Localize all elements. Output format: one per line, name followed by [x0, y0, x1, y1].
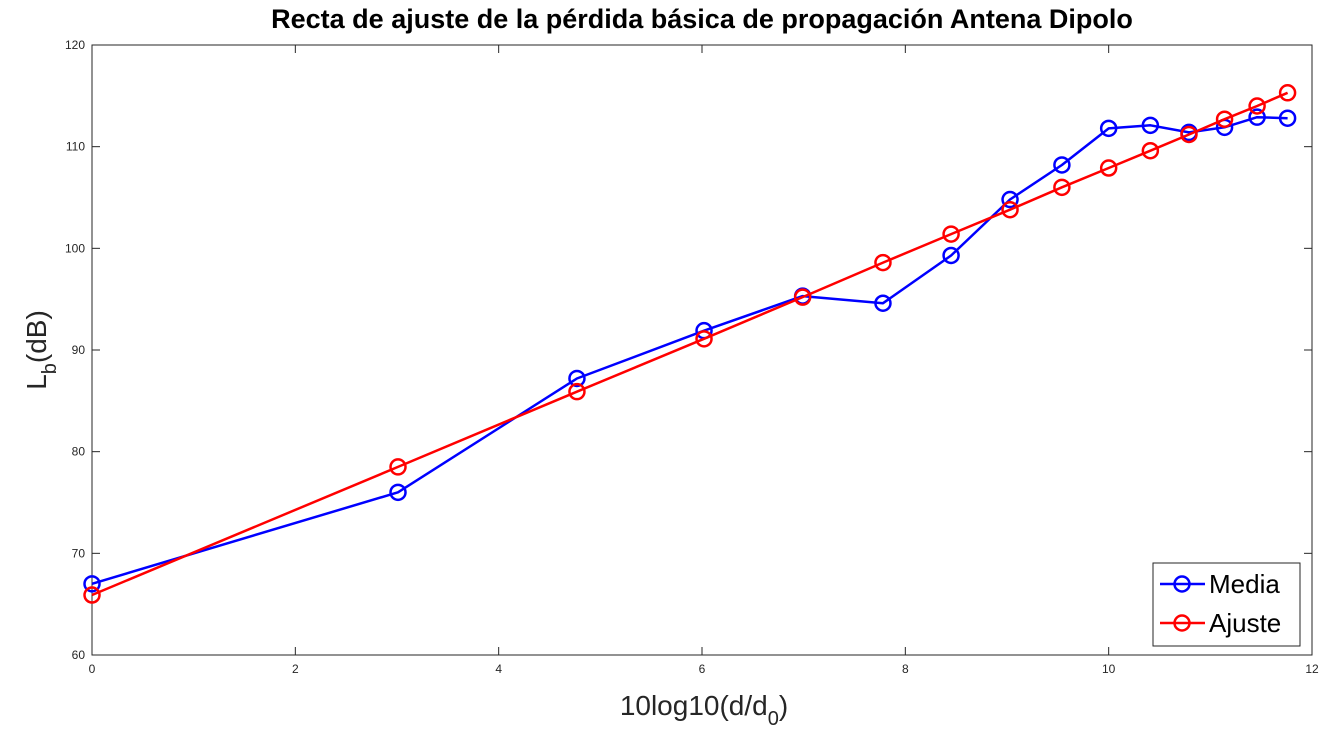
- y-axis-label: Lb(dB): [21, 310, 61, 390]
- x-tick-label: 2: [292, 662, 299, 676]
- data-point-ajuste: [874, 253, 892, 272]
- data-point-ajuste: [793, 288, 812, 306]
- x-tick-label: 8: [902, 662, 909, 676]
- y-tick-label: 60: [72, 648, 86, 662]
- data-point-ajuste: [1215, 110, 1234, 128]
- y-axis-label-end: (dB): [21, 310, 52, 363]
- data-point-media: [1053, 156, 1071, 174]
- plot-area: [91, 44, 1313, 656]
- data-point-media: [1099, 119, 1118, 138]
- chart-title: Recta de ajuste de la pérdida básica de …: [271, 4, 1133, 34]
- data-point-media: [1248, 108, 1266, 126]
- data-point-ajuste: [1099, 159, 1118, 177]
- data-point-media: [1141, 116, 1160, 135]
- series-layer: [83, 84, 1297, 604]
- data-point-ajuste: [1053, 178, 1071, 197]
- x-tick-label: 0: [89, 662, 96, 676]
- data-point-media: [1001, 190, 1019, 209]
- x-tick-label: 4: [495, 662, 502, 676]
- x-axis-label-subscript: 0: [768, 708, 779, 729]
- data-point-media: [942, 246, 960, 265]
- data-point-ajuste: [1141, 141, 1160, 160]
- data-point-ajuste: [389, 458, 407, 476]
- y-axis-ticks: 60 70 80 90 100 110 120: [65, 38, 1312, 662]
- legend-marker-ajuste: [1173, 614, 1191, 632]
- y-tick-label: 90: [72, 343, 86, 357]
- x-tick-label: 12: [1305, 662, 1319, 676]
- x-axis-label-main: 10log10(d/d: [620, 690, 768, 721]
- legend-marker-media: [1173, 575, 1191, 593]
- data-point-ajuste: [1001, 200, 1019, 219]
- legend-label-media: Media: [1209, 569, 1280, 599]
- data-point-ajuste: [1248, 97, 1266, 115]
- data-point-media: [1278, 109, 1297, 127]
- x-axis-ticks: 0 2 4 6 8 10 12: [89, 45, 1319, 676]
- y-axis-label-subscript: b: [39, 363, 61, 374]
- data-point-media: [83, 575, 101, 593]
- data-point-media: [874, 294, 892, 312]
- series-line-media: [91, 115, 1288, 585]
- y-tick-label: 110: [66, 140, 85, 154]
- data-point-ajuste: [942, 225, 960, 243]
- x-axis-label: 10log10(d/d0): [620, 690, 788, 729]
- y-tick-label: 70: [72, 546, 86, 560]
- series-line-ajuste: [91, 91, 1289, 597]
- x-tick-label: 10: [1102, 662, 1116, 676]
- legend: Media Ajuste: [1152, 562, 1301, 647]
- data-point-ajuste: [568, 382, 586, 401]
- data-point-ajuste: [83, 586, 101, 604]
- y-tick-label: 120: [65, 38, 85, 52]
- y-tick-label: 80: [72, 445, 86, 459]
- data-point-ajuste: [1278, 84, 1297, 102]
- y-axis-label-main: L: [21, 374, 52, 390]
- x-tick-label: 6: [699, 662, 706, 676]
- data-point-media: [568, 369, 586, 388]
- y-tick-label: 100: [65, 241, 85, 255]
- data-point-ajuste: [695, 330, 713, 348]
- x-axis-label-end: ): [779, 690, 788, 721]
- data-point-ajuste: [1180, 125, 1198, 144]
- data-point-media: [389, 483, 407, 502]
- legend-label-ajuste: Ajuste: [1209, 608, 1281, 638]
